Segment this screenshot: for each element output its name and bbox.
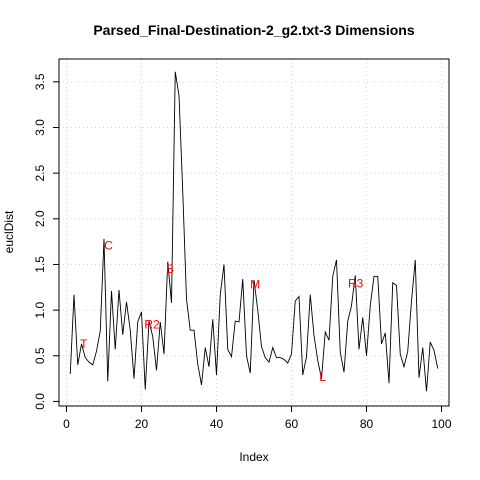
y-tick-label: 2.0 bbox=[33, 210, 47, 227]
y-axis: 0.0 0.5 1.0 1.5 2.0 2.5 3.0 3.5 bbox=[33, 73, 60, 410]
y-tick-label: 1.5 bbox=[33, 256, 47, 273]
x-tick-label: 0 bbox=[63, 417, 70, 431]
series bbox=[69, 71, 439, 392]
y-tick-label: 0.5 bbox=[33, 347, 47, 364]
annotation-l: L bbox=[319, 370, 326, 384]
x-axis-label: Index bbox=[239, 450, 268, 464]
annotation-b: B bbox=[166, 262, 174, 276]
series-line bbox=[69, 71, 439, 392]
y-axis-label: euclDist bbox=[2, 210, 16, 253]
annotation-r2: R2 bbox=[144, 318, 160, 332]
y-tick-label: 3.5 bbox=[33, 73, 47, 90]
chart-title: Parsed_Final-Destination-2_g2.txt-3 Dime… bbox=[93, 22, 415, 38]
annotation-r3: R3 bbox=[348, 277, 364, 291]
y-tick-label: 3.0 bbox=[33, 119, 47, 136]
x-axis: 0 20 40 60 80 100 bbox=[63, 405, 452, 431]
x-tick-label: 80 bbox=[360, 417, 374, 431]
annotation-m: M bbox=[250, 278, 260, 292]
annotation-c: C bbox=[104, 238, 113, 252]
x-tick-label: 20 bbox=[135, 417, 149, 431]
y-tick-label: 0.0 bbox=[33, 393, 47, 410]
annotation-t: T bbox=[80, 337, 88, 351]
y-tick-label: 1.0 bbox=[33, 301, 47, 318]
grid bbox=[59, 59, 449, 406]
annotations: T C R2 B M L R3 bbox=[80, 238, 364, 383]
x-tick-label: 60 bbox=[285, 417, 299, 431]
y-tick-label: 2.5 bbox=[33, 164, 47, 181]
x-tick-label: 100 bbox=[431, 417, 451, 431]
x-tick-label: 40 bbox=[210, 417, 224, 431]
